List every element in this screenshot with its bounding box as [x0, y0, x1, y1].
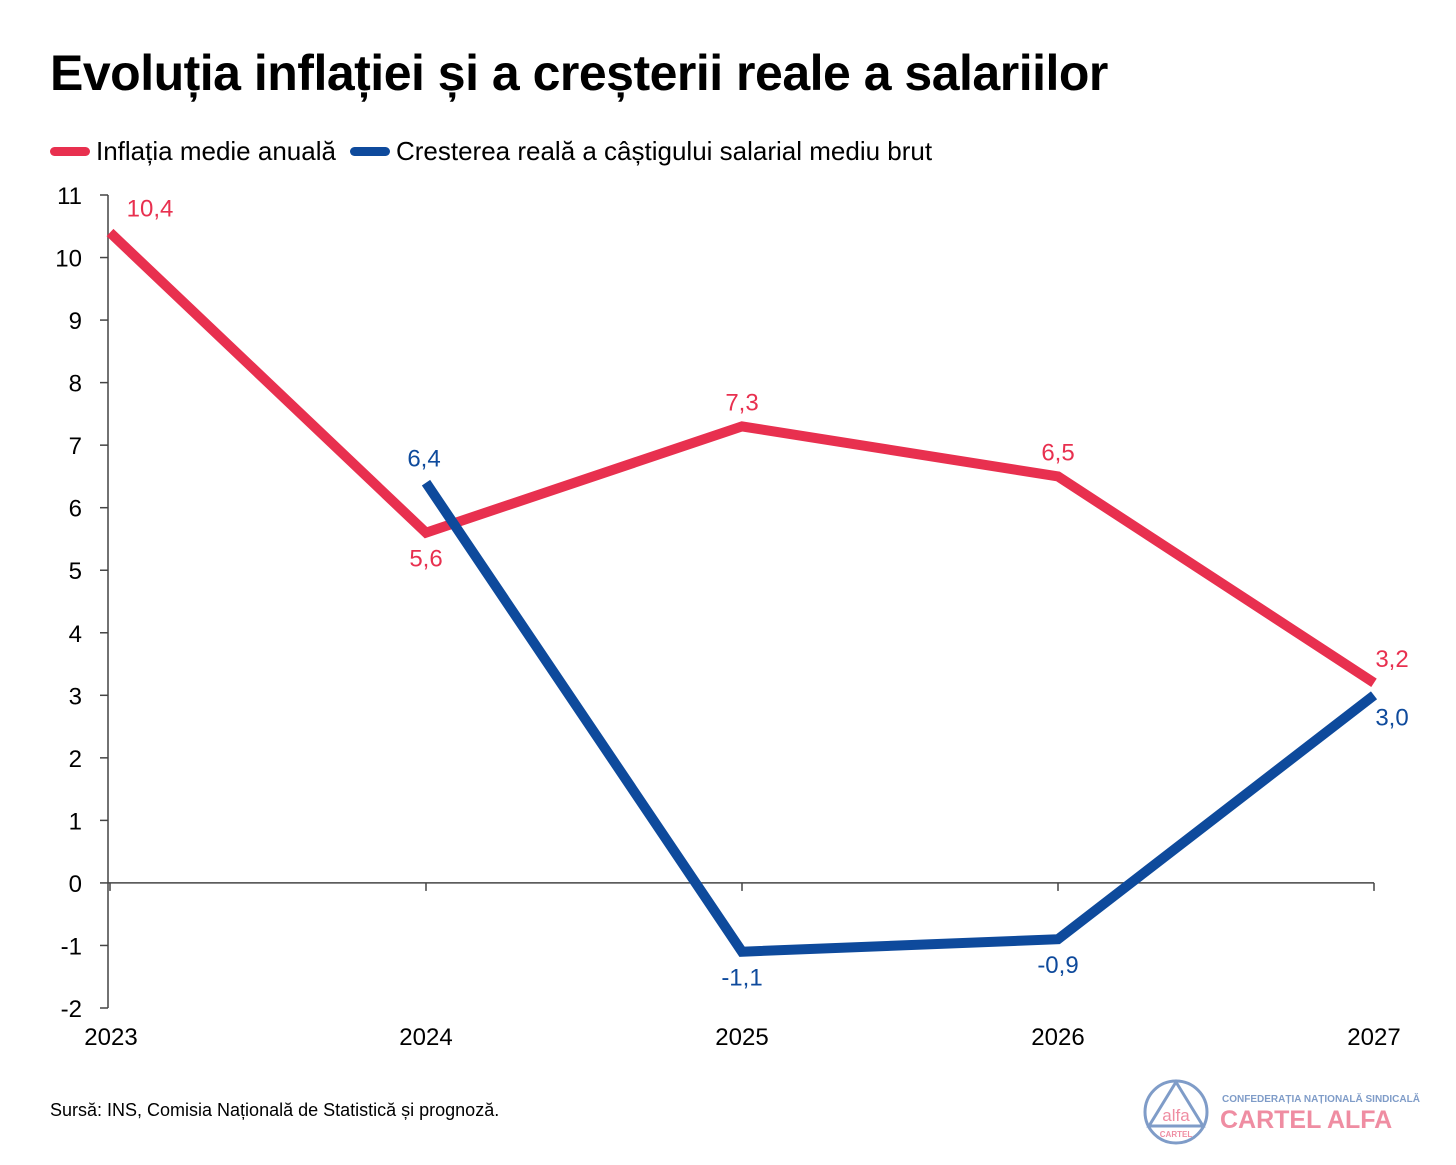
y-tick-label: 5	[69, 558, 82, 585]
data-label: 10,4	[127, 196, 174, 223]
x-tick-label: 2023	[84, 1024, 137, 1051]
legend-swatch-inflation	[50, 147, 90, 156]
y-tick-label: -2	[61, 996, 82, 1023]
logo-circle-text: alfa	[1162, 1106, 1190, 1125]
data-label: 6,5	[1041, 439, 1074, 466]
series-line-inflation	[106, 228, 1377, 687]
y-tick-label: -1	[61, 933, 82, 960]
x-tick-label: 2024	[399, 1024, 452, 1051]
y-tick-label: 8	[69, 371, 82, 398]
data-label: 6,4	[407, 446, 440, 473]
data-label: -0,9	[1037, 952, 1078, 979]
logo-circle-sub: CARTEL	[1160, 1130, 1193, 1139]
y-tick-label: 1	[69, 808, 82, 835]
cartel-alfa-logo: alfa CARTEL CONFEDERAȚIA NAȚIONALĂ SINDI…	[1142, 1078, 1442, 1145]
legend-label: Cresterea reală a câștigului salarial me…	[395, 136, 933, 166]
logo-line2: CARTEL ALFA	[1220, 1106, 1393, 1134]
x-tick-label: 2026	[1031, 1024, 1084, 1051]
legend-item-inflation: Inflația medie anuală	[50, 136, 336, 167]
y-tick-label: 7	[69, 433, 82, 460]
y-tick-label: 9	[69, 308, 82, 335]
legend-swatch-wages	[349, 147, 390, 156]
x-tick-label: 2025	[715, 1024, 768, 1051]
legend-label: Inflația medie anuală	[96, 136, 336, 166]
logo-line1: CONFEDERAȚIA NAȚIONALĂ SINDICALĂ	[1222, 1094, 1420, 1105]
y-tick-label: 4	[69, 621, 82, 648]
chart-title: Evoluția inflației și a creșterii reale …	[50, 45, 1108, 101]
data-label: 7,3	[725, 389, 758, 416]
y-tick-label: 0	[69, 871, 82, 898]
data-label: 5,6	[409, 546, 442, 573]
y-tick-label: 6	[69, 496, 82, 523]
x-tick-label: 2027	[1347, 1024, 1400, 1051]
data-label: 3,2	[1375, 646, 1408, 673]
legend: Inflația medie anuală Cresterea reală a …	[50, 136, 946, 167]
y-tick-label: 11	[57, 183, 82, 210]
legend-item-wages: Cresterea reală a câștigului salarial me…	[349, 136, 933, 167]
series-line-wages	[421, 479, 1378, 957]
y-tick-label: 2	[69, 746, 82, 773]
data-label: 3,0	[1375, 704, 1408, 731]
logo-emblem-icon: alfa CARTEL	[1143, 1079, 1209, 1145]
source-note: Sursă: INS, Comisia Națională de Statist…	[50, 1100, 500, 1120]
y-tick-label: 10	[55, 246, 82, 273]
data-label: -1,1	[721, 965, 762, 992]
y-tick-label: 3	[69, 683, 82, 710]
